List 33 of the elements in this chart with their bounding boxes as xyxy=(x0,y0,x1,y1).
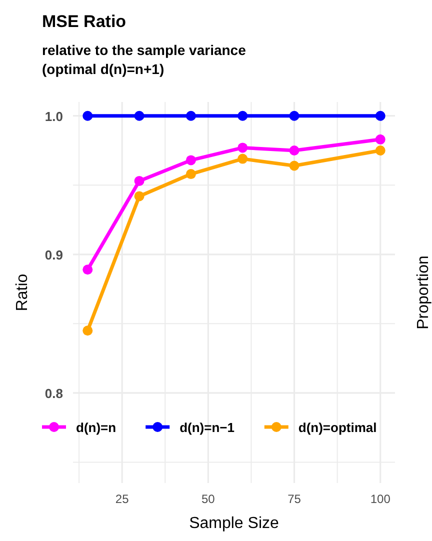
point xyxy=(375,110,386,121)
point xyxy=(186,155,196,166)
point xyxy=(134,191,144,202)
y2-axis-title: Proportion xyxy=(415,256,432,330)
point xyxy=(289,160,300,171)
point xyxy=(289,110,300,121)
point xyxy=(82,110,93,121)
point xyxy=(134,176,144,186)
legend-label: d(n)=n xyxy=(76,420,116,435)
legend-label: d(n)=optimal xyxy=(298,420,377,435)
y-tick-label: 0.8 xyxy=(44,386,63,401)
point xyxy=(186,110,196,121)
legend-label: d(n)=n−1 xyxy=(180,420,235,435)
x-tick-label: 75 xyxy=(288,492,302,506)
point xyxy=(186,169,196,180)
x-tick-label: 25 xyxy=(115,492,130,506)
x-tick-label: 100 xyxy=(370,492,391,506)
point xyxy=(375,134,386,144)
point xyxy=(238,142,248,153)
point xyxy=(289,145,300,156)
point xyxy=(82,326,93,336)
point xyxy=(238,154,248,164)
chart-subtitle: relative to the sample variance (optimal d(n)=n+1) xyxy=(42,42,246,77)
point xyxy=(238,110,248,121)
point xyxy=(134,110,144,121)
y-tick-label: 0.9 xyxy=(44,247,63,262)
y-axis-title: Ratio xyxy=(14,274,31,312)
x-tick-label: 50 xyxy=(201,492,216,506)
chart-title: MSE Ratio xyxy=(42,12,126,31)
point xyxy=(375,145,386,156)
point xyxy=(82,264,93,275)
y-tick-label: 1.0 xyxy=(44,108,63,124)
x-axis-title: Sample Size xyxy=(189,515,280,532)
